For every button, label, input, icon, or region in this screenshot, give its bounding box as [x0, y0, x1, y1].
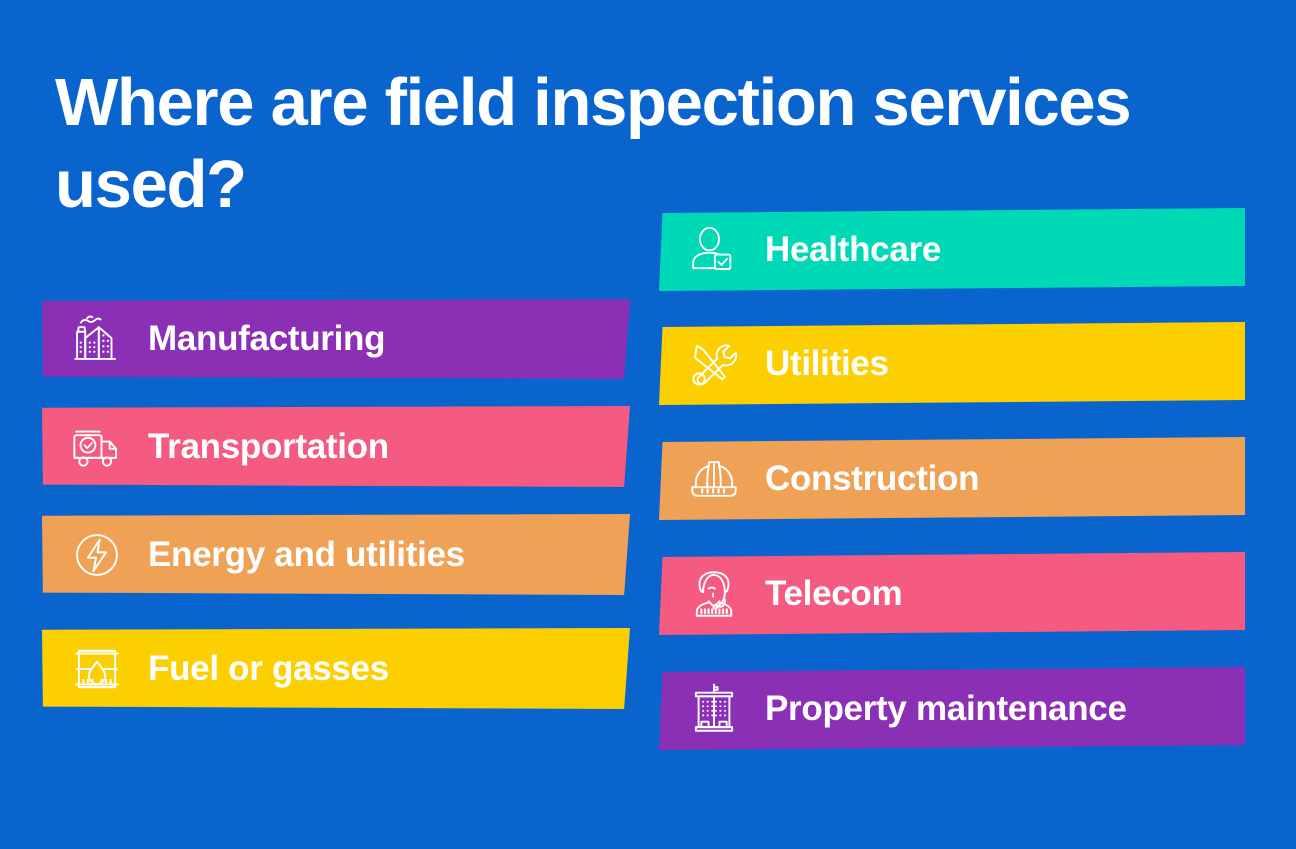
category-label: Healthcare	[765, 229, 941, 269]
category-bar-energy-and-utilities[interactable]: Energy and utilities	[42, 514, 630, 595]
category-label: Manufacturing	[148, 319, 386, 358]
category-label: Telecom	[765, 573, 903, 613]
office-building-icon	[683, 678, 745, 740]
category-label: Utilities	[765, 343, 889, 383]
oil-barrel-droplet-icon	[66, 638, 128, 700]
category-bar-manufacturing[interactable]: Manufacturing	[42, 299, 630, 379]
hard-hat-icon	[683, 448, 745, 510]
bar-content: Telecom	[659, 552, 1245, 635]
lightning-bolt-circle-icon	[66, 524, 128, 586]
category-label: Transportation	[148, 426, 389, 466]
bar-content: Transportation	[42, 406, 630, 487]
category-bar-construction[interactable]: Construction	[659, 437, 1245, 520]
factory-icon	[66, 308, 128, 370]
category-label: Fuel or gasses	[148, 648, 389, 688]
page-title: Where are field inspection services used…	[55, 65, 1148, 222]
bar-content: Manufacturing	[42, 299, 630, 379]
delivery-truck-check-icon	[66, 416, 128, 478]
category-bar-property-maintenance[interactable]: Property maintenance	[659, 667, 1245, 750]
category-label: Construction	[765, 458, 980, 498]
bar-content: Property maintenance	[659, 667, 1245, 750]
category-bar-fuel-or-gasses[interactable]: Fuel or gasses	[42, 628, 630, 709]
category-label: Property maintenance	[765, 688, 1127, 728]
bar-content: Energy and utilities	[42, 514, 630, 595]
bar-content: Fuel or gasses	[42, 628, 630, 709]
person-check-icon	[683, 219, 745, 281]
headset-agent-icon	[683, 563, 745, 625]
category-bar-healthcare[interactable]: Healthcare	[659, 208, 1245, 291]
bar-content: Construction	[659, 437, 1245, 520]
category-label: Energy and utilities	[148, 534, 465, 574]
wrench-screwdriver-icon	[683, 333, 745, 395]
category-bar-utilities[interactable]: Utilities	[659, 322, 1245, 405]
category-bar-telecom[interactable]: Telecom	[659, 552, 1245, 635]
bar-content: Healthcare	[659, 208, 1245, 291]
bar-content: Utilities	[659, 322, 1245, 405]
category-bar-transportation[interactable]: Transportation	[42, 406, 630, 487]
